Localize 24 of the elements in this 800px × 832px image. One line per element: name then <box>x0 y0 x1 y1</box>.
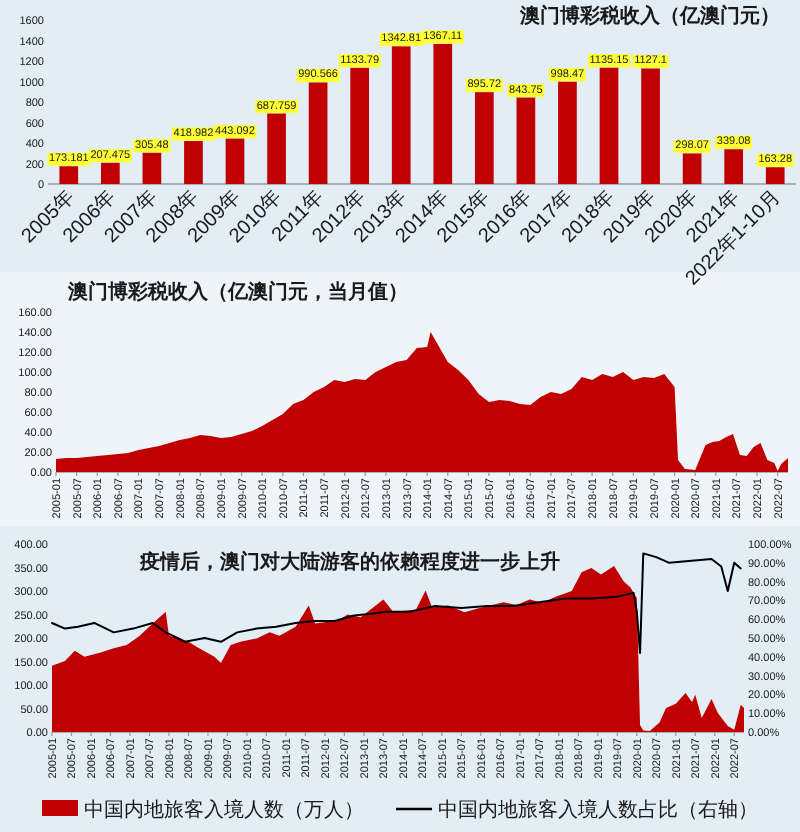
bar <box>391 46 411 184</box>
chart-title: 澳门博彩税收入（亿澳门元） <box>518 4 780 28</box>
legend-label: 中国内地旅客入境人数占比（右轴） <box>438 798 758 822</box>
bar <box>724 149 744 184</box>
bar <box>184 141 203 184</box>
bar <box>100 162 120 184</box>
bar <box>267 113 286 184</box>
bar <box>558 81 577 184</box>
bar <box>433 43 453 184</box>
line-series <box>51 552 742 655</box>
bar <box>516 97 536 184</box>
bar <box>225 138 245 184</box>
chart-title: 澳门博彩税收入（亿澳门元，当月值） <box>66 280 408 304</box>
bar <box>59 166 79 184</box>
bar <box>682 153 702 184</box>
bar <box>350 67 370 184</box>
bar <box>474 92 494 184</box>
chart-title: 疫情后，澳门对大陆游客的依赖程度进一步上升 <box>138 550 560 574</box>
bar <box>142 152 162 184</box>
bar <box>308 82 328 184</box>
bar <box>641 68 660 184</box>
bar <box>599 67 619 184</box>
legend-label: 中国内地旅客入境人数（万人） <box>84 798 364 822</box>
bar <box>765 167 785 184</box>
